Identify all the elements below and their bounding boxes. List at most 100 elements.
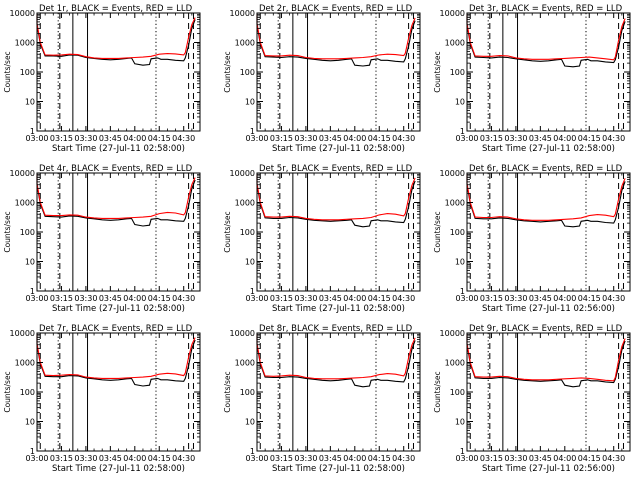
chart-title: Det 6r, BLACK = Events, RED = LLD: [469, 164, 623, 174]
y-tick-label: 10000: [10, 9, 35, 18]
y-tick-label: 1: [30, 447, 35, 456]
x-tick-label: 03:00: [455, 454, 478, 463]
y-tick-label: 100: [20, 388, 35, 397]
events-series-line: [466, 15, 626, 68]
y-tick-label: 10: [455, 418, 465, 427]
y-axis-label: Counts/sec: [3, 211, 12, 252]
x-tick-label: 03:45: [319, 294, 342, 303]
y-tick-label: 10: [245, 98, 255, 107]
y-tick-label: 1000: [235, 199, 255, 208]
y-tick-label: 10: [455, 258, 465, 267]
y-tick-label: 10000: [440, 9, 465, 18]
events-series-line: [256, 335, 416, 388]
x-axis-label: Start Time (27-Jul-11 02:58:00): [272, 464, 405, 474]
chart-title: Det 1r, BLACK = Events, RED = LLD: [39, 4, 193, 14]
events-series-line: [466, 175, 626, 228]
y-tick-label: 10000: [10, 169, 35, 178]
y-axis-label: Counts/sec: [433, 371, 442, 412]
x-tick-label: 04:00: [123, 294, 146, 303]
x-axis-label: Start Time (27-Jul-11 02:56:00): [482, 464, 615, 474]
y-tick-label: 1000: [235, 39, 255, 48]
x-tick-label: 04:00: [553, 294, 576, 303]
plot-frame: [256, 12, 421, 132]
x-tick-label: 04:30: [602, 294, 625, 303]
x-tick-label: 03:15: [50, 134, 73, 143]
x-tick-label: 04:15: [368, 134, 391, 143]
events-series-line: [256, 175, 416, 228]
x-tick-label: 04:00: [123, 454, 146, 463]
lld-series-line: [256, 14, 416, 60]
x-tick-label: 03:30: [504, 454, 527, 463]
x-tick-label: 03:00: [455, 294, 478, 303]
x-tick-label: 04:00: [343, 454, 366, 463]
x-tick-label: 04:30: [392, 134, 415, 143]
x-tick-label: 03:15: [50, 454, 73, 463]
lld-series-line: [36, 174, 196, 219]
y-tick-label: 100: [450, 68, 465, 77]
y-tick-label: 100: [240, 68, 255, 77]
y-tick-label: 1: [250, 127, 255, 136]
detector-chart-1: 1 10 100 1000 10000 03:00 03:15 03:30 03:45 04:00…: [3, 4, 201, 154]
x-tick-label: 04:00: [343, 294, 366, 303]
x-tick-label: 04:15: [368, 294, 391, 303]
events-series-line: [36, 15, 196, 66]
y-tick-label: 1000: [15, 199, 35, 208]
x-tick-label: 04:30: [602, 134, 625, 143]
events-series-line: [36, 335, 196, 387]
x-tick-label: 04:15: [148, 454, 171, 463]
detector-chart-7: 1 10 100 1000 10000 03:00 03:15 03:30 03:45 04:00…: [3, 324, 201, 474]
y-tick-label: 10000: [230, 169, 255, 178]
x-tick-label: 03:30: [504, 294, 527, 303]
chart-title: Det 5r, BLACK = Events, RED = LLD: [259, 164, 413, 174]
x-tick-label: 03:45: [529, 134, 552, 143]
x-tick-label: 04:30: [392, 294, 415, 303]
x-tick-label: 04:30: [602, 454, 625, 463]
x-axis-label: Start Time (27-Jul-11 02:58:00): [52, 144, 185, 154]
x-tick-label: 04:30: [172, 294, 195, 303]
x-tick-label: 03:00: [455, 134, 478, 143]
x-tick-label: 03:30: [74, 134, 97, 143]
detector-chart-9: 1 10 100 1000 10000 03:00 03:15 03:30 03:45 04:00…: [433, 324, 631, 474]
y-tick-label: 10000: [230, 329, 255, 338]
x-axis-label: Start Time (27-Jul-11 02:58:00): [272, 304, 405, 314]
y-tick-label: 10: [25, 418, 35, 427]
x-tick-label: 03:15: [270, 454, 293, 463]
y-axis-label: Counts/sec: [433, 51, 442, 92]
x-tick-label: 04:15: [578, 454, 601, 463]
chart-title: Det 7r, BLACK = Events, RED = LLD: [39, 324, 193, 334]
y-tick-label: 100: [240, 228, 255, 237]
x-tick-label: 03:15: [50, 294, 73, 303]
x-tick-label: 04:00: [343, 134, 366, 143]
x-tick-label: 04:30: [392, 454, 415, 463]
x-tick-label: 03:45: [529, 454, 552, 463]
y-tick-label: 100: [20, 68, 35, 77]
x-tick-label: 03:15: [480, 134, 503, 143]
x-tick-label: 03:00: [245, 294, 268, 303]
plot-frame: [256, 332, 421, 452]
x-tick-label: 03:15: [270, 134, 293, 143]
plot-frame: [36, 172, 201, 292]
y-tick-label: 10000: [440, 329, 465, 338]
x-tick-label: 03:45: [529, 294, 552, 303]
y-tick-label: 10: [245, 418, 255, 427]
x-tick-label: 03:15: [480, 294, 503, 303]
detector-chart-2: 1 10 100 1000 10000 03:00 03:15 03:30 03:45 04:00…: [223, 4, 421, 154]
plot-frame: [256, 172, 421, 292]
y-tick-label: 10: [455, 98, 465, 107]
y-axis-label: Counts/sec: [433, 211, 442, 252]
x-tick-label: 04:15: [578, 134, 601, 143]
y-tick-label: 10: [25, 258, 35, 267]
x-tick-label: 04:15: [368, 454, 391, 463]
x-tick-label: 04:15: [578, 294, 601, 303]
y-tick-label: 10000: [230, 9, 255, 18]
plot-frame: [36, 12, 201, 132]
y-tick-label: 1: [30, 127, 35, 136]
x-tick-label: 03:30: [294, 134, 317, 143]
y-tick-label: 10: [245, 258, 255, 267]
detector-chart-3: 1 10 100 1000 10000 03:00 03:15 03:30 03:45 04:00…: [433, 4, 631, 154]
y-tick-label: 1000: [15, 39, 35, 48]
x-tick-label: 04:00: [123, 134, 146, 143]
y-tick-label: 1: [460, 287, 465, 296]
x-tick-label: 03:30: [294, 294, 317, 303]
